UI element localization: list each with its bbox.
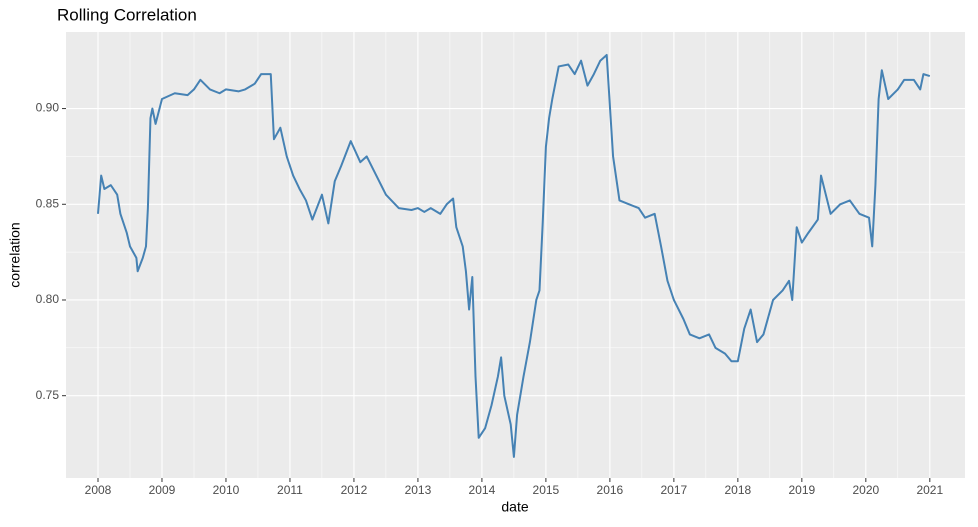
- panel-background: [66, 32, 965, 478]
- x-tick-label: 2008: [85, 483, 112, 497]
- x-tick-label: 2014: [469, 483, 496, 497]
- data-line: [96, 53, 931, 458]
- x-tick-label: 2013: [405, 483, 432, 497]
- x-tick-label: 2009: [149, 483, 176, 497]
- x-tick-label: 2015: [533, 483, 560, 497]
- chart-title: Rolling Correlation: [57, 5, 197, 24]
- y-axis-title: correlation: [7, 222, 23, 287]
- x-tick-label: 2012: [341, 483, 368, 497]
- y-tick-label: 0.85: [36, 196, 60, 210]
- x-tick-label: 2021: [916, 483, 943, 497]
- x-tick-label: 2016: [597, 483, 624, 497]
- x-tick-label: 2017: [661, 483, 688, 497]
- grid: [66, 32, 965, 478]
- x-tick-label: 2019: [788, 483, 815, 497]
- y-tick-label: 0.75: [36, 388, 60, 402]
- y-tick-label: 0.80: [36, 292, 60, 306]
- x-tick-label: 2010: [213, 483, 240, 497]
- y-tick-label: 0.90: [36, 101, 60, 115]
- x-tick-label: 2020: [852, 483, 879, 497]
- x-axis-title: date: [501, 499, 528, 515]
- x-tick-label: 2018: [724, 483, 751, 497]
- marks: [96, 53, 931, 458]
- x-tick-label: 2011: [277, 483, 303, 497]
